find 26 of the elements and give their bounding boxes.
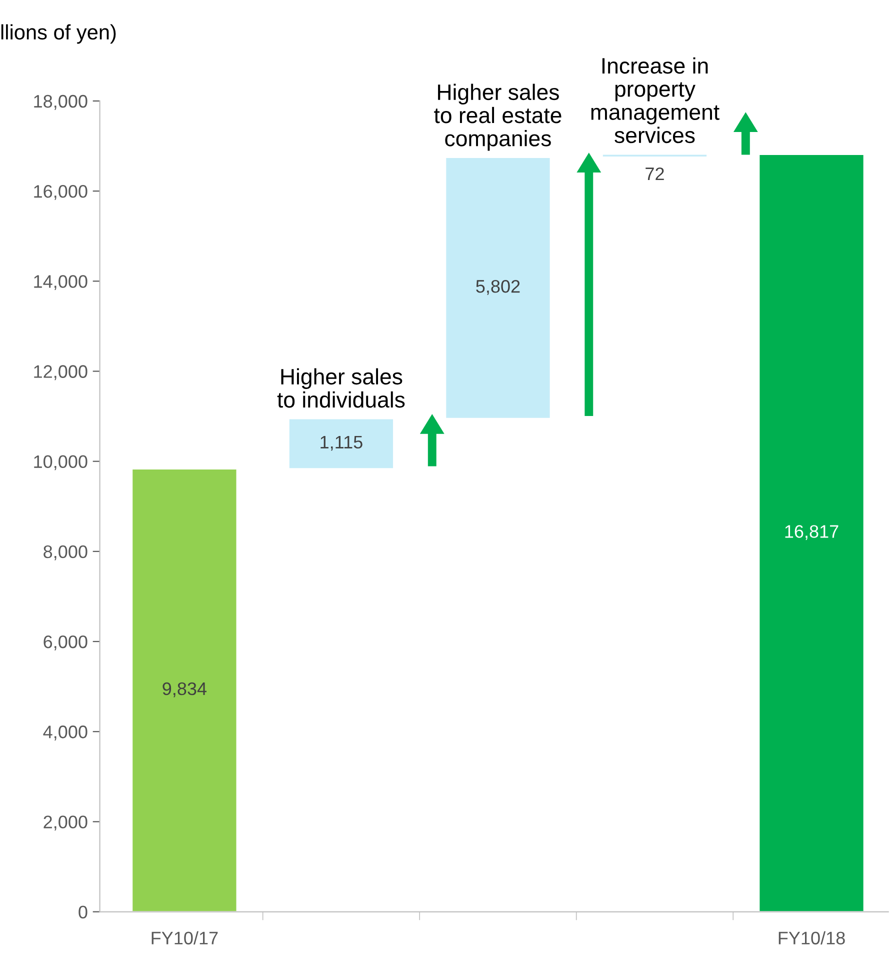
annotation: Increase in property management services (591, 57, 720, 144)
data-label: 5,802 (476, 280, 520, 295)
y-tick-label: 10,000 (34, 455, 88, 470)
data-label: 16,817 (785, 525, 838, 540)
y-tick-label: 4,000 (43, 726, 88, 740)
data-label: 1,115 (320, 436, 362, 451)
y-tick-label: 0 (78, 906, 88, 918)
y-tick-label: 8,000 (44, 545, 88, 560)
data-label: 9,834 (162, 682, 207, 698)
y-tick-label: 14,000 (34, 275, 88, 290)
bar (758, 154, 865, 912)
y-axis-title: llions of yen) (1, 24, 116, 44)
bar (288, 418, 394, 470)
y-tick-label: 6,000 (44, 635, 88, 650)
bar (602, 153, 708, 158)
x-tick-label: FY10/17 (152, 931, 218, 944)
y-tick-label: 12,000 (34, 365, 88, 380)
annotation: Higher sales to individuals (277, 368, 405, 408)
annotation: Higher sales to real estate companies (434, 84, 562, 151)
y-tick-label: 16,000 (34, 185, 88, 200)
y-tick-label: 18,000 (34, 94, 88, 110)
data-label: 72 (646, 167, 664, 180)
x-tick-label: FY10/18 (778, 931, 845, 944)
y-tick-label: 2,000 (44, 816, 88, 831)
bar (444, 156, 552, 420)
bar (131, 468, 238, 912)
